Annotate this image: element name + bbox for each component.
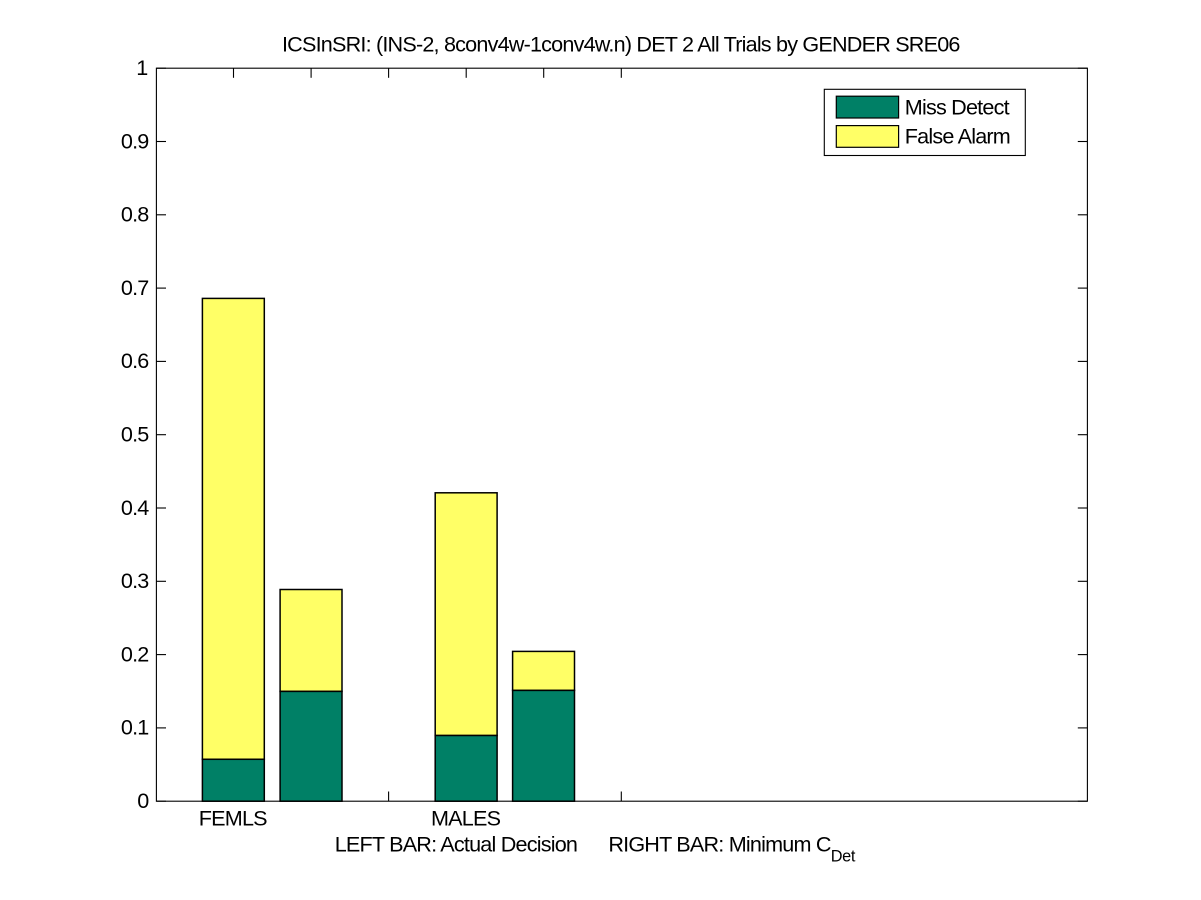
svg-text:0.3: 0.3 bbox=[121, 568, 149, 593]
svg-text:1: 1 bbox=[136, 55, 147, 80]
svg-text:0.7: 0.7 bbox=[121, 275, 149, 300]
svg-text:0.8: 0.8 bbox=[121, 202, 149, 227]
svg-text:FEMLS: FEMLS bbox=[199, 806, 267, 831]
svg-text:Miss Detect: Miss Detect bbox=[905, 95, 1010, 120]
svg-text:False Alarm: False Alarm bbox=[905, 124, 1010, 149]
svg-text:0: 0 bbox=[137, 788, 149, 813]
svg-text:ICSInSRI: (INS-2, 8conv4w-1con: ICSInSRI: (INS-2, 8conv4w-1conv4w.n) DET… bbox=[282, 32, 960, 57]
svg-text:0.4: 0.4 bbox=[121, 495, 149, 520]
svg-text:0.6: 0.6 bbox=[121, 348, 149, 373]
svg-text:0.5: 0.5 bbox=[121, 422, 149, 447]
svg-text:MALES: MALES bbox=[431, 806, 501, 831]
svg-text:0.1: 0.1 bbox=[121, 715, 149, 740]
svg-text:0.2: 0.2 bbox=[121, 641, 149, 666]
svg-text:0.9: 0.9 bbox=[121, 128, 149, 153]
